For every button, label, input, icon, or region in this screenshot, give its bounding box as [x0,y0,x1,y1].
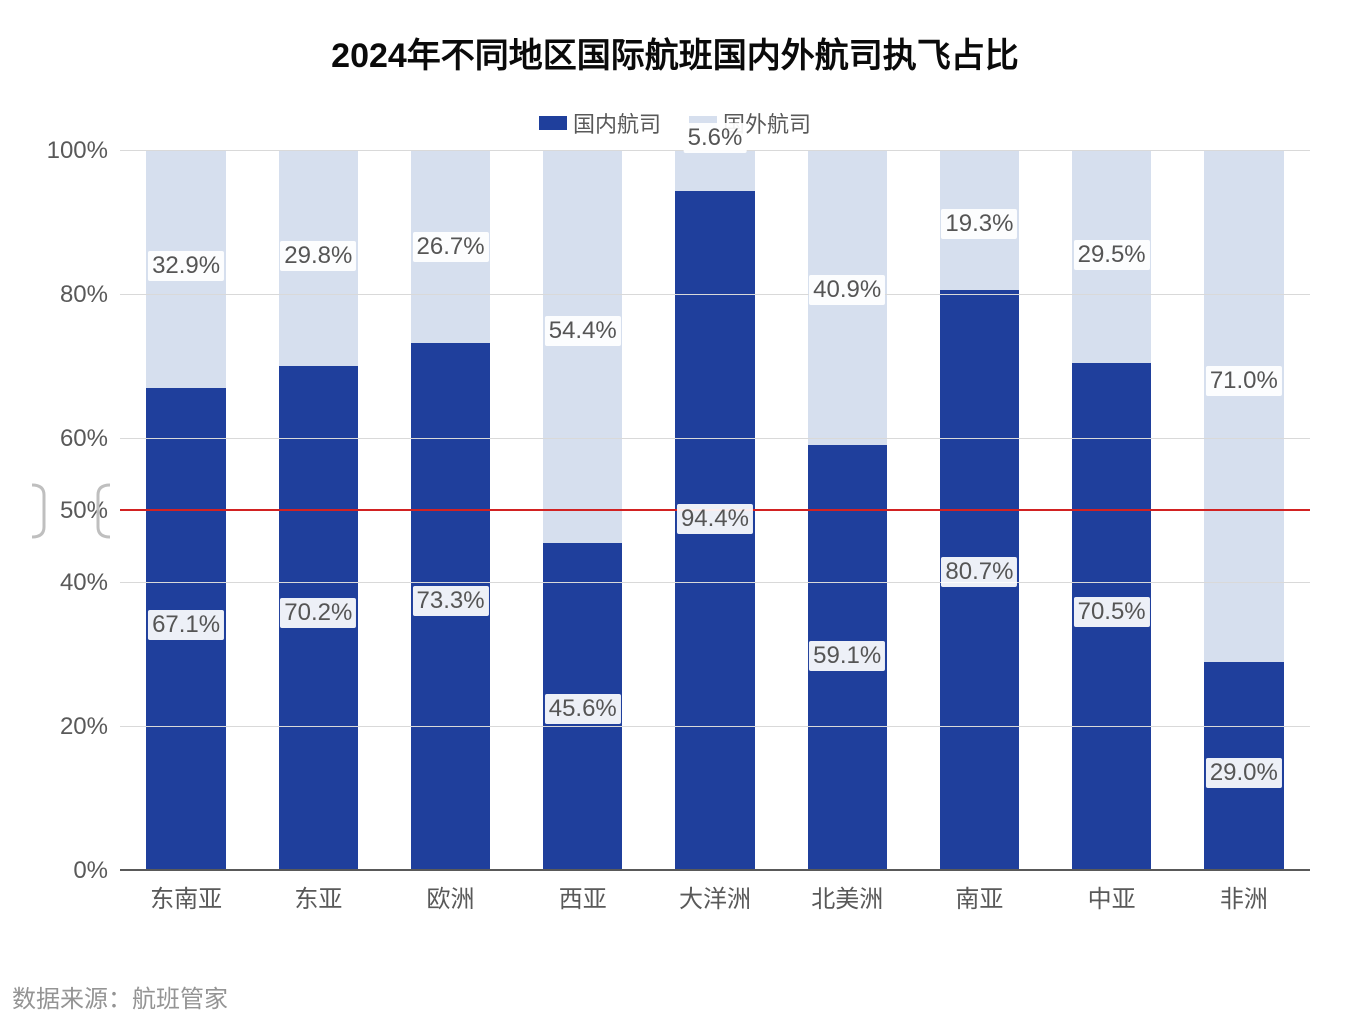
category-label: 东亚 [252,871,384,911]
bar-seg-domestic: 67.1% [146,388,225,871]
stacked-bar: 59.1% 40.9% [808,151,887,871]
stacked-bar: 73.3% 26.7% [411,151,490,871]
bar-seg-domestic: 70.5% [1072,363,1151,871]
bar-value-label: 94.4% [677,504,753,534]
bar-slot: 29.0% 71.0% [1178,151,1310,871]
ytick-label: 80% [60,281,108,309]
chart-title: 2024年不同地区国际航班国内外航司执飞占比 [0,0,1350,77]
bar-value-label: 70.2% [280,598,356,628]
category-label: 大洋洲 [649,871,781,911]
stacked-bar: 70.5% 29.5% [1072,151,1151,871]
bar-slot: 59.1% 40.9% [781,151,913,871]
bar-seg-foreign: 29.8% [279,151,358,366]
bar-seg-foreign: 32.9% [146,151,225,388]
stacked-bar: 45.6% 54.4% [543,151,622,871]
plot-wrap: 67.1% 32.9% 70.2% 29.8% 73.3% 26.7% 45.6% 54.4%… [120,151,1310,911]
bar-value-label: 26.7% [413,232,489,262]
bar-seg-foreign: 19.3% [940,151,1019,290]
chart-legend: 国内航司 国外航司 [0,107,1350,139]
bar-value-label: 59.1% [809,641,885,671]
category-label: 欧洲 [384,871,516,911]
stacked-bar: 29.0% 71.0% [1204,151,1283,871]
gridline [120,582,1310,583]
stacked-bar: 70.2% 29.8% [279,151,358,871]
stacked-bar: 94.4% 5.6% [675,151,754,871]
ytick-label: 100% [47,137,108,165]
category-label: 北美洲 [781,871,913,911]
bar-seg-foreign: 29.5% [1072,151,1151,363]
bar-seg-domestic: 29.0% [1204,662,1283,871]
bar-seg-foreign: 5.6% [675,151,754,191]
bar-value-label: 70.5% [1074,597,1150,627]
bar-seg-foreign: 71.0% [1204,151,1283,662]
ytick-label-highlight: 50% [60,497,108,525]
ytick-label: 0% [73,857,108,885]
bar-seg-domestic: 70.2% [279,366,358,871]
category-label: 中亚 [1046,871,1178,911]
category-label: 东南亚 [120,871,252,911]
bar-slot: 67.1% 32.9% [120,151,252,871]
bar-value-label: 45.6% [545,694,621,724]
category-label: 西亚 [517,871,649,911]
legend-label-domestic: 国内航司 [573,107,661,139]
chart-container: 2024年不同地区国际航班国内外航司执飞占比 国内航司 国外航司 67.1% 32… [0,0,1350,1028]
category-labels-row: 东南亚东亚欧洲西亚大洋洲北美洲南亚中亚非洲 [120,871,1310,911]
plot-area: 67.1% 32.9% 70.2% 29.8% 73.3% 26.7% 45.6% 54.4%… [120,151,1310,871]
stacked-bar: 80.7% 19.3% [940,151,1019,871]
bar-slot: 80.7% 19.3% [913,151,1045,871]
bar-seg-foreign: 40.9% [808,151,887,445]
gridline [120,438,1310,439]
bar-value-label: 29.0% [1206,758,1282,788]
bar-seg-foreign: 26.7% [411,151,490,343]
bar-value-label: 54.4% [545,316,621,346]
ytick-label: 60% [60,425,108,453]
source-note: 数据来源：航班管家 [12,979,228,1014]
bar-value-label: 73.3% [413,586,489,616]
bar-slot: 73.3% 26.7% [384,151,516,871]
bar-value-label: 5.6% [684,123,747,153]
bar-slot: 94.4% 5.6% [649,151,781,871]
bar-value-label: 32.9% [148,251,224,281]
bar-value-label: 19.3% [941,209,1017,239]
bar-value-label: 29.5% [1074,240,1150,270]
gridline [120,726,1310,727]
stacked-bar: 67.1% 32.9% [146,151,225,871]
bar-slot: 70.5% 29.5% [1046,151,1178,871]
category-label: 非洲 [1178,871,1310,911]
bar-seg-domestic: 45.6% [543,543,622,871]
bar-value-label: 40.9% [809,275,885,305]
bar-seg-domestic: 73.3% [411,343,490,871]
legend-swatch-domestic [539,116,567,130]
bar-value-label: 71.0% [1206,366,1282,396]
ytick-label: 20% [60,713,108,741]
bar-value-label: 67.1% [148,610,224,640]
legend-item-domestic: 国内航司 [539,107,661,139]
bar-value-label: 80.7% [941,557,1017,587]
gridline [120,294,1310,295]
category-label: 南亚 [913,871,1045,911]
bar-slot: 45.6% 54.4% [517,151,649,871]
bar-slot: 70.2% 29.8% [252,151,384,871]
bar-seg-domestic: 80.7% [940,290,1019,871]
ytick-label: 40% [60,569,108,597]
bars-row: 67.1% 32.9% 70.2% 29.8% 73.3% 26.7% 45.6% 54.4%… [120,151,1310,871]
bar-seg-foreign: 54.4% [543,151,622,543]
bar-value-label: 29.8% [280,241,356,271]
